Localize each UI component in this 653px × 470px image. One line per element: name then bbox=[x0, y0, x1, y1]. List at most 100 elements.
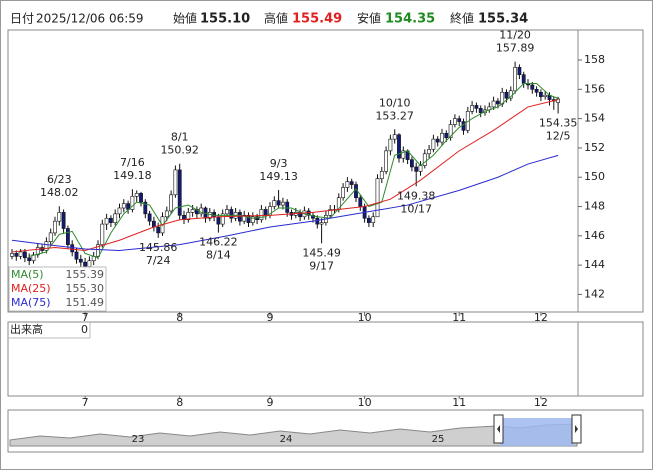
candle-body bbox=[401, 150, 406, 159]
x-tick-label: 9 bbox=[267, 311, 274, 324]
candle-body bbox=[61, 212, 66, 229]
candle-body bbox=[66, 228, 70, 245]
candle-body bbox=[57, 212, 62, 222]
annotation-value: 145.86 bbox=[139, 241, 178, 254]
annotation-value: 148.02 bbox=[40, 186, 79, 199]
candle-body bbox=[556, 98, 561, 103]
handle-arrow bbox=[575, 425, 578, 433]
x-tick-label: 12 bbox=[534, 396, 548, 409]
candle-body bbox=[53, 220, 57, 234]
candle-body bbox=[87, 260, 92, 267]
candle-body bbox=[272, 200, 277, 207]
candle-body bbox=[113, 213, 118, 223]
candle-body bbox=[452, 118, 457, 125]
x-tick-label: 8 bbox=[176, 396, 183, 409]
annotation-date: 8/14 bbox=[206, 249, 231, 262]
candle-body bbox=[427, 149, 432, 155]
candle-body bbox=[315, 217, 320, 225]
annotation-value: 154.35 bbox=[539, 117, 578, 130]
y-tick-label: 144 bbox=[584, 258, 605, 271]
low: 154.35 bbox=[385, 12, 435, 27]
candle-body bbox=[388, 138, 393, 152]
ma-line bbox=[29, 82, 559, 259]
candle-body bbox=[448, 124, 453, 138]
navigator-selection[interactable] bbox=[500, 418, 574, 446]
candle-body bbox=[134, 193, 139, 197]
y-tick-label: 158 bbox=[584, 53, 605, 66]
candle-body bbox=[70, 244, 75, 253]
candle-body bbox=[143, 201, 148, 215]
candle-body bbox=[371, 216, 376, 223]
low-label: 安値 bbox=[357, 11, 381, 26]
candle-body bbox=[409, 159, 414, 168]
candle-body bbox=[169, 194, 174, 212]
volume-value: 0 bbox=[81, 323, 88, 336]
candle-body bbox=[117, 207, 122, 215]
candle-body bbox=[250, 216, 255, 223]
candle-body bbox=[349, 181, 354, 185]
annotation-value: 145.49 bbox=[302, 246, 341, 259]
volume-panel bbox=[7, 321, 644, 397]
candle-body bbox=[74, 251, 79, 260]
candle-body bbox=[156, 226, 161, 234]
candle-body bbox=[207, 212, 212, 219]
candle-body bbox=[229, 209, 234, 219]
candle-body bbox=[392, 134, 397, 140]
candle-body bbox=[121, 203, 126, 209]
y-tick-label: 146 bbox=[584, 229, 605, 242]
annotation-value: 157.89 bbox=[496, 42, 535, 55]
annotation-date: 10/17 bbox=[400, 202, 432, 215]
candle-body bbox=[164, 210, 169, 218]
candle-body bbox=[177, 169, 182, 216]
y-tick-label: 142 bbox=[584, 287, 605, 300]
candle-body bbox=[341, 187, 346, 199]
high: 155.49 bbox=[292, 12, 342, 27]
annotation-date: 8/1 bbox=[171, 131, 189, 144]
close-label: 終値 bbox=[450, 11, 474, 26]
candle-body bbox=[461, 121, 466, 131]
candle-body bbox=[345, 181, 350, 188]
x-tick-label: 11 bbox=[452, 396, 466, 409]
x-tick-label: 10 bbox=[358, 396, 372, 409]
candle-body bbox=[414, 166, 419, 172]
annotation-value: 150.92 bbox=[160, 144, 199, 157]
candle-body bbox=[538, 91, 543, 97]
x-tick-label: 7 bbox=[82, 396, 89, 409]
annotation-value: 153.27 bbox=[375, 109, 414, 122]
navigator-label: 25 bbox=[432, 434, 445, 445]
candle-body bbox=[242, 215, 247, 222]
candle-body bbox=[186, 212, 191, 221]
candle-body bbox=[225, 209, 229, 215]
y-tick-label: 152 bbox=[584, 141, 605, 154]
candle-body bbox=[280, 201, 285, 206]
candle-body bbox=[444, 132, 449, 138]
navigator-label: 24 bbox=[280, 434, 293, 445]
candle-body bbox=[27, 257, 32, 262]
candle-body bbox=[422, 153, 427, 166]
candle-body bbox=[238, 212, 242, 222]
legend-name: MA(25) bbox=[11, 282, 51, 295]
candle-body bbox=[130, 195, 135, 210]
date: 2025/12/06 06:59 bbox=[36, 12, 144, 26]
candle-body bbox=[418, 165, 423, 172]
annotation-date: 7/16 bbox=[120, 156, 145, 169]
candle-body bbox=[358, 197, 363, 207]
candle-body bbox=[109, 217, 113, 223]
candle-body bbox=[220, 213, 225, 225]
candle-body bbox=[435, 138, 440, 143]
high-label: 高値 bbox=[264, 11, 288, 26]
candle-body bbox=[96, 244, 100, 257]
candle-body bbox=[491, 100, 496, 108]
candle-body bbox=[259, 209, 264, 221]
legend-name: MA(5) bbox=[11, 268, 44, 281]
candle-body bbox=[513, 67, 518, 92]
annotation-date: 10/10 bbox=[379, 96, 411, 109]
candle-body bbox=[285, 201, 290, 213]
y-tick-label: 148 bbox=[584, 200, 605, 213]
legend-value: 155.39 bbox=[66, 268, 105, 281]
candle-body bbox=[366, 217, 371, 223]
legend-box bbox=[8, 266, 107, 312]
candle-body bbox=[543, 94, 548, 97]
